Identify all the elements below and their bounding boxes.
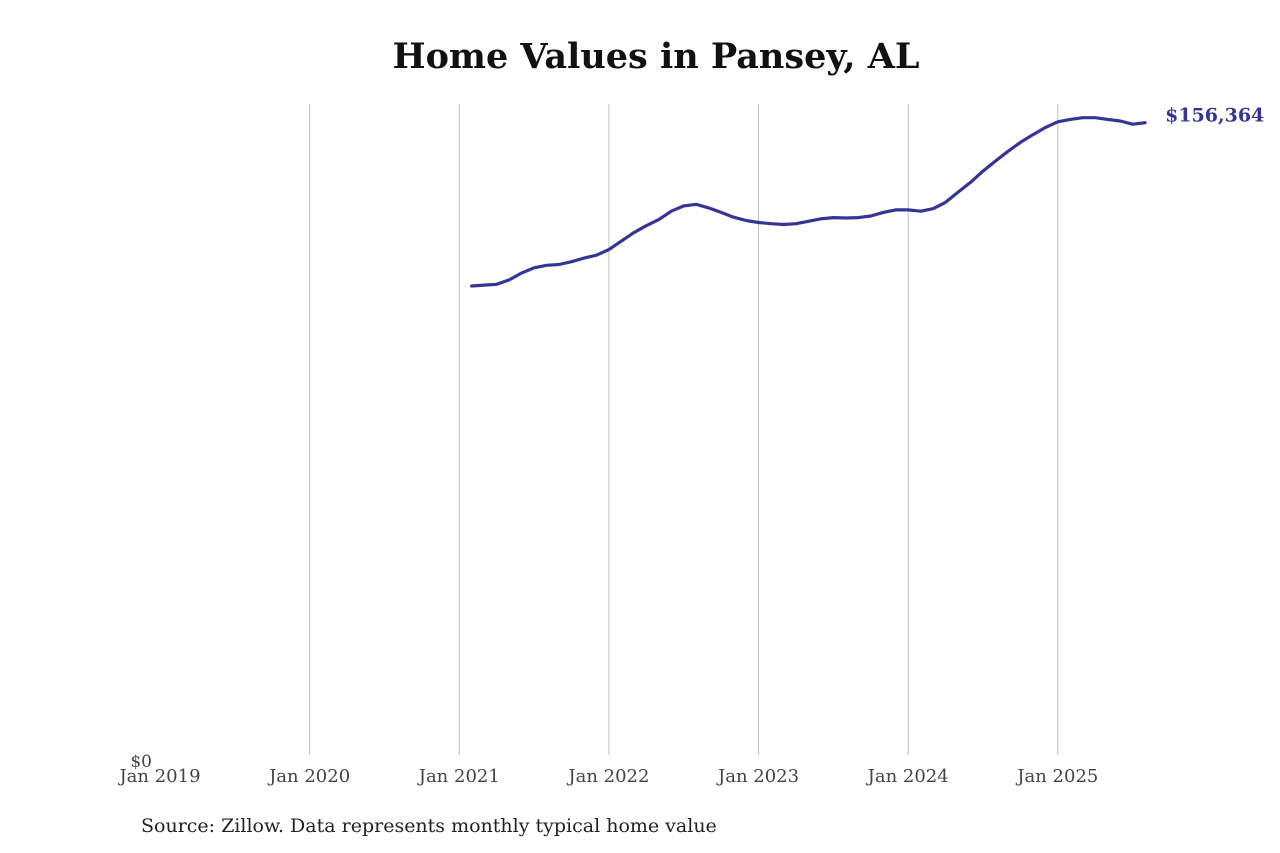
x-tick-label: Jan 2019 bbox=[117, 766, 200, 787]
x-axis-ticks: Jan 2019 Jan 2020 Jan 2021 Jan 2022 Jan 2023… bbox=[117, 766, 1098, 787]
x-gridlines bbox=[309, 104, 1059, 755]
chart-title: Home Values in Pansey, AL bbox=[392, 36, 920, 77]
x-tick-label: Jan 2023 bbox=[716, 766, 799, 787]
end-labels: $156,364 bbox=[1165, 105, 1264, 127]
x-tick-label: Jan 2020 bbox=[267, 766, 350, 787]
x-tick-label: Jan 2024 bbox=[866, 766, 949, 787]
source-note: Source: Zillow. Data represents monthly … bbox=[141, 815, 717, 837]
series-lines bbox=[470, 116, 1147, 288]
x-tick-label: Jan 2021 bbox=[417, 766, 500, 787]
series-line bbox=[470, 116, 1147, 288]
y-tick-label: $0 bbox=[130, 752, 152, 772]
y-axis-ticks: $0 bbox=[130, 752, 152, 772]
x-tick-label: Jan 2025 bbox=[1015, 766, 1098, 787]
end-value-label: $156,364 bbox=[1165, 105, 1264, 127]
x-tick-label: Jan 2022 bbox=[566, 766, 649, 787]
